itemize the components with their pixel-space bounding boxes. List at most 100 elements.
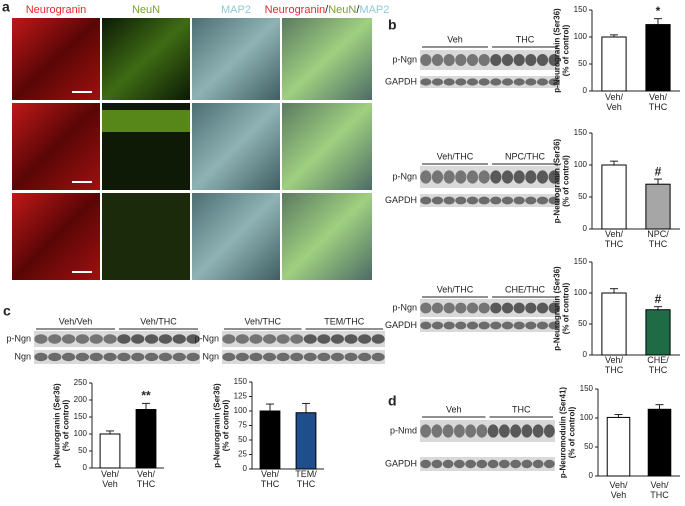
blot-band	[525, 196, 537, 205]
blot-band	[490, 196, 502, 205]
blot-band	[89, 352, 103, 362]
blot-band	[490, 78, 502, 86]
blot-band	[525, 321, 537, 330]
blot-band	[536, 302, 549, 314]
significance-mark: **	[141, 389, 151, 403]
blot-row-label: p-Ngn	[194, 333, 219, 343]
y-axis-label: p-Neurogranin (Ser36)(% of control)	[553, 8, 571, 93]
blot-strip	[420, 76, 560, 88]
blot-group-label: CHE/THC	[505, 284, 545, 294]
blot-band	[358, 352, 372, 362]
x-tick-label: CHE/THC	[647, 355, 669, 375]
y-tick-label: 50	[584, 442, 593, 451]
blot-band	[466, 302, 479, 314]
blot-band	[443, 302, 455, 314]
blot-band	[525, 302, 537, 314]
blot-band	[501, 170, 514, 184]
micrograph	[282, 18, 372, 100]
blot-band	[536, 78, 549, 86]
blot-band	[490, 54, 502, 66]
y-tick-label: 100	[234, 406, 248, 415]
x-tick-label: Veh/THC	[605, 229, 624, 249]
y-tick-label: 25	[238, 450, 247, 459]
blot-band	[487, 459, 499, 469]
bar	[645, 24, 671, 92]
blot-band	[521, 424, 533, 438]
bar	[606, 416, 631, 477]
blot-row-label: GAPDH	[385, 76, 417, 86]
blot-group-label: Veh/Veh	[59, 316, 93, 326]
blot-band	[75, 334, 90, 344]
panel-label: a	[2, 0, 10, 15]
y-tick-label: 200	[74, 395, 88, 404]
blot-band	[344, 334, 358, 344]
blot-band	[344, 352, 358, 362]
blot-band	[478, 321, 490, 330]
y-tick-label: 250	[74, 378, 88, 387]
merge-header-part: Neurogranin	[265, 4, 326, 16]
blot-band	[103, 334, 117, 344]
bar	[601, 292, 627, 356]
blot-band	[61, 334, 76, 344]
micrograph	[192, 18, 280, 100]
y-tick-label: 75	[238, 421, 247, 430]
significance-mark: #	[655, 292, 662, 306]
blot-band	[548, 321, 560, 330]
panel-label: d	[388, 393, 397, 409]
blot-row-label: GAPDH	[385, 320, 417, 330]
blot-strip	[222, 350, 385, 364]
y-tick-label: 100	[574, 32, 588, 41]
blot-row-label: GAPDH	[385, 458, 417, 468]
blot-band	[420, 302, 432, 314]
blot-band	[420, 78, 432, 86]
merge-header-part: NeuN	[328, 4, 356, 16]
blot-band	[276, 334, 290, 344]
blot-band	[487, 424, 499, 438]
blot-band	[144, 334, 159, 344]
blot-strip	[420, 166, 560, 188]
blot-band	[455, 196, 467, 205]
x-tick-label: Veh/THC	[261, 469, 280, 489]
micrograph	[282, 103, 372, 190]
blot-band	[532, 459, 544, 469]
blot-band	[443, 170, 455, 184]
x-tick-label: Veh/Veh	[609, 480, 628, 500]
blot-group-label: THC	[512, 404, 531, 414]
y-tick-label: 150	[234, 377, 248, 386]
blot-band	[536, 170, 549, 184]
blot-row-label: p-Ngn	[392, 171, 417, 181]
blot-band	[525, 54, 537, 66]
micrograph	[192, 103, 280, 190]
blot-band	[476, 424, 488, 438]
blot-band	[431, 196, 444, 205]
blot-band	[443, 196, 455, 205]
blot-row-label: p-Ngn	[6, 333, 31, 343]
blot-band	[420, 424, 432, 438]
blot-strip	[420, 420, 555, 442]
blot-band	[431, 78, 444, 86]
y-tick-label: 100	[574, 160, 588, 169]
blot-band	[455, 78, 467, 86]
blot-row-label: Ngn	[202, 351, 219, 361]
blot-band	[543, 424, 555, 438]
y-tick-label: 50	[78, 446, 87, 455]
blot-strip	[222, 331, 385, 347]
blot-band	[521, 459, 533, 469]
blot-band	[513, 302, 525, 314]
y-tick-label: 50	[238, 435, 247, 444]
blot-band	[548, 54, 560, 66]
blot-band	[501, 54, 514, 66]
blot-band	[501, 196, 514, 205]
y-axis-label: p-Neurogranin (Ser36)(% of control)	[53, 383, 71, 468]
micrograph	[12, 193, 100, 280]
blot-band	[466, 170, 479, 184]
blot-band	[443, 321, 455, 330]
blot-strip	[34, 350, 200, 364]
bar	[601, 164, 627, 230]
blot-strip	[420, 194, 560, 207]
y-axis-label: p-Neurogranin (Ser36)(% of control)	[553, 266, 571, 351]
blot-band	[303, 352, 317, 362]
blot-band	[548, 196, 560, 205]
blot-band	[548, 78, 560, 86]
